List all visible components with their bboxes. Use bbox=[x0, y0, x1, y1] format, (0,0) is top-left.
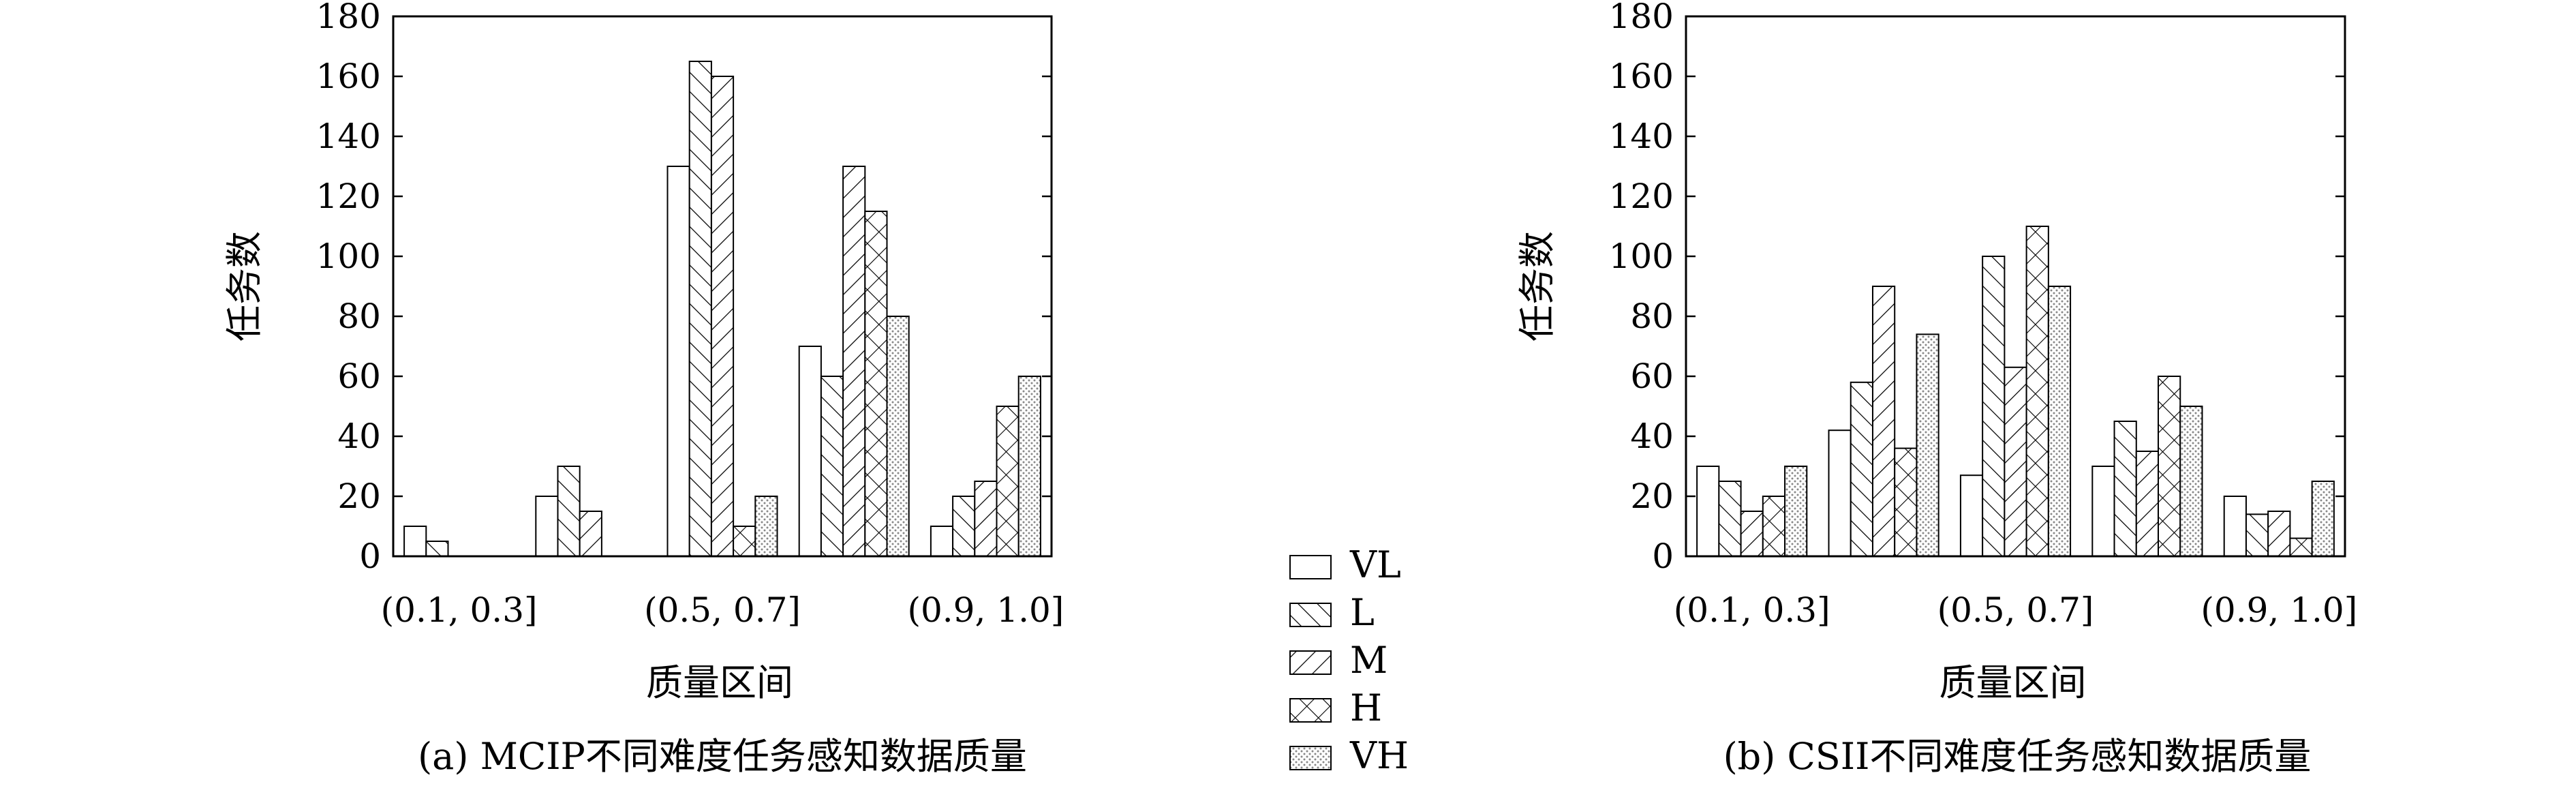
plot-frame bbox=[392, 15, 1053, 558]
chart-csii: 0 20 40 60 80 100 120 140 160 180 (0.1, 0.3] (0.5, … bbox=[1516, 0, 2357, 704]
bar-h-1 bbox=[1762, 496, 1786, 557]
caption-a: (a) MCIP不同难度任务感知数据质量 bbox=[418, 735, 1027, 778]
y-tick-label: 180 bbox=[316, 0, 381, 36]
y-tick-label: 20 bbox=[1630, 477, 1674, 516]
bar-m-4 bbox=[2135, 451, 2160, 557]
bar-vh-3 bbox=[754, 496, 778, 557]
y-tick-label: 80 bbox=[337, 297, 381, 336]
bar-m-5 bbox=[974, 481, 998, 557]
y-tick-label: 120 bbox=[1609, 177, 1674, 216]
bar-h-5 bbox=[2289, 537, 2313, 557]
bar-m-2 bbox=[1871, 286, 1896, 557]
bar-vh-2 bbox=[1916, 333, 1939, 557]
bar-l-3 bbox=[1982, 256, 2006, 557]
legend-swatch-vl bbox=[1289, 555, 1332, 579]
y-tick-label: 120 bbox=[316, 177, 381, 216]
y-tick-label: 100 bbox=[316, 237, 381, 276]
bar-h-3 bbox=[733, 526, 756, 557]
bar-m-3 bbox=[2004, 366, 2027, 557]
bar-m-4 bbox=[842, 166, 866, 557]
y-tick-label: 0 bbox=[359, 536, 381, 576]
x-tick-label: (0.1, 0.3] bbox=[1674, 590, 1830, 630]
bar-l-5 bbox=[2245, 513, 2269, 558]
x-tick-label: (0.9, 1.0] bbox=[2201, 590, 2357, 630]
legend-label-m: M bbox=[1350, 639, 1387, 682]
bar-vl-1 bbox=[1696, 466, 1720, 557]
bar-h-4 bbox=[864, 211, 888, 557]
legend-label-vl: VL bbox=[1349, 543, 1401, 586]
bar-m-3 bbox=[710, 76, 735, 557]
y-tick-label: 60 bbox=[1630, 357, 1674, 396]
bar-l-2 bbox=[1850, 381, 1873, 557]
bar-l-2 bbox=[557, 466, 581, 557]
bar-vl-5 bbox=[930, 526, 954, 557]
bar-vl-2 bbox=[1828, 429, 1852, 558]
bar-vl-4 bbox=[2091, 466, 2115, 557]
legend-label-vh: VH bbox=[1349, 734, 1409, 777]
legend-label-h: H bbox=[1350, 686, 1382, 729]
x-tick-label: (0.1, 0.3] bbox=[381, 590, 538, 630]
y-tick-label: 100 bbox=[1609, 237, 1674, 276]
bar-m-1 bbox=[1740, 511, 1764, 557]
bar-vl-5 bbox=[2223, 496, 2247, 557]
bar-h-2 bbox=[1894, 447, 1918, 557]
y-tick-label: 60 bbox=[337, 357, 381, 396]
bar-l-4 bbox=[2113, 421, 2137, 557]
bar-vh-5 bbox=[2311, 481, 2335, 557]
bar-h-5 bbox=[996, 406, 1019, 557]
y-tick-label: 140 bbox=[1609, 117, 1674, 156]
plot-frame bbox=[1685, 15, 2346, 558]
bar-l-1 bbox=[425, 541, 449, 557]
bar-vh-4 bbox=[886, 316, 910, 557]
bar-m-5 bbox=[2267, 511, 2291, 557]
legend-label-l: L bbox=[1350, 591, 1375, 634]
bar-vl-2 bbox=[535, 496, 559, 557]
y-axis-title: 任务数 bbox=[1516, 231, 1559, 342]
y-tick-label: 40 bbox=[337, 417, 381, 456]
bar-l-3 bbox=[688, 61, 712, 557]
legend-swatch-vh bbox=[1289, 746, 1332, 770]
y-axis-title: 任务数 bbox=[223, 231, 266, 342]
y-tick-label: 160 bbox=[316, 57, 381, 96]
y-tick-label: 140 bbox=[316, 117, 381, 156]
x-axis-title: 质量区间 bbox=[646, 661, 793, 704]
y-tick-label: 20 bbox=[337, 477, 381, 516]
bar-vh-4 bbox=[2179, 406, 2203, 557]
bar-vl-3 bbox=[1959, 474, 1984, 558]
x-axis-title: 质量区间 bbox=[1939, 661, 2087, 704]
legend-swatch-l bbox=[1289, 603, 1332, 627]
bar-vl-1 bbox=[403, 526, 427, 557]
y-tick-label: 40 bbox=[1630, 417, 1674, 456]
chart-mcip: 0 20 40 60 80 100 120 140 160 180 (0.1, 0.3] (0.5, … bbox=[223, 0, 1064, 704]
bar-h-3 bbox=[2025, 226, 2049, 557]
bar-vh-3 bbox=[2047, 286, 2072, 557]
bar-vh-5 bbox=[1017, 376, 1041, 557]
x-tick-label: (0.9, 1.0] bbox=[907, 590, 1064, 630]
legend: VL LMH VH bbox=[1289, 543, 1409, 777]
x-tick-label: (0.5, 0.7] bbox=[644, 590, 801, 630]
bar-l-4 bbox=[820, 376, 844, 557]
bar-l-5 bbox=[952, 496, 976, 557]
x-tick-label: (0.5, 0.7] bbox=[1937, 590, 2094, 630]
y-tick-label: 160 bbox=[1609, 57, 1674, 96]
bar-l-1 bbox=[1718, 481, 1742, 557]
bar-m-2 bbox=[579, 511, 602, 557]
y-tick-label: 180 bbox=[1609, 0, 1674, 36]
y-tick-label: 80 bbox=[1630, 297, 1674, 336]
caption-b: (b) CSII不同难度任务感知数据质量 bbox=[1723, 735, 2312, 778]
bar-vl-4 bbox=[798, 346, 822, 557]
bar-vh-1 bbox=[1784, 466, 1808, 557]
legend-swatch-m bbox=[1289, 650, 1332, 675]
y-tick-label: 0 bbox=[1652, 536, 1674, 576]
bar-vl-3 bbox=[666, 166, 690, 557]
legend-swatch-h bbox=[1289, 698, 1332, 723]
bar-h-4 bbox=[2158, 376, 2181, 557]
